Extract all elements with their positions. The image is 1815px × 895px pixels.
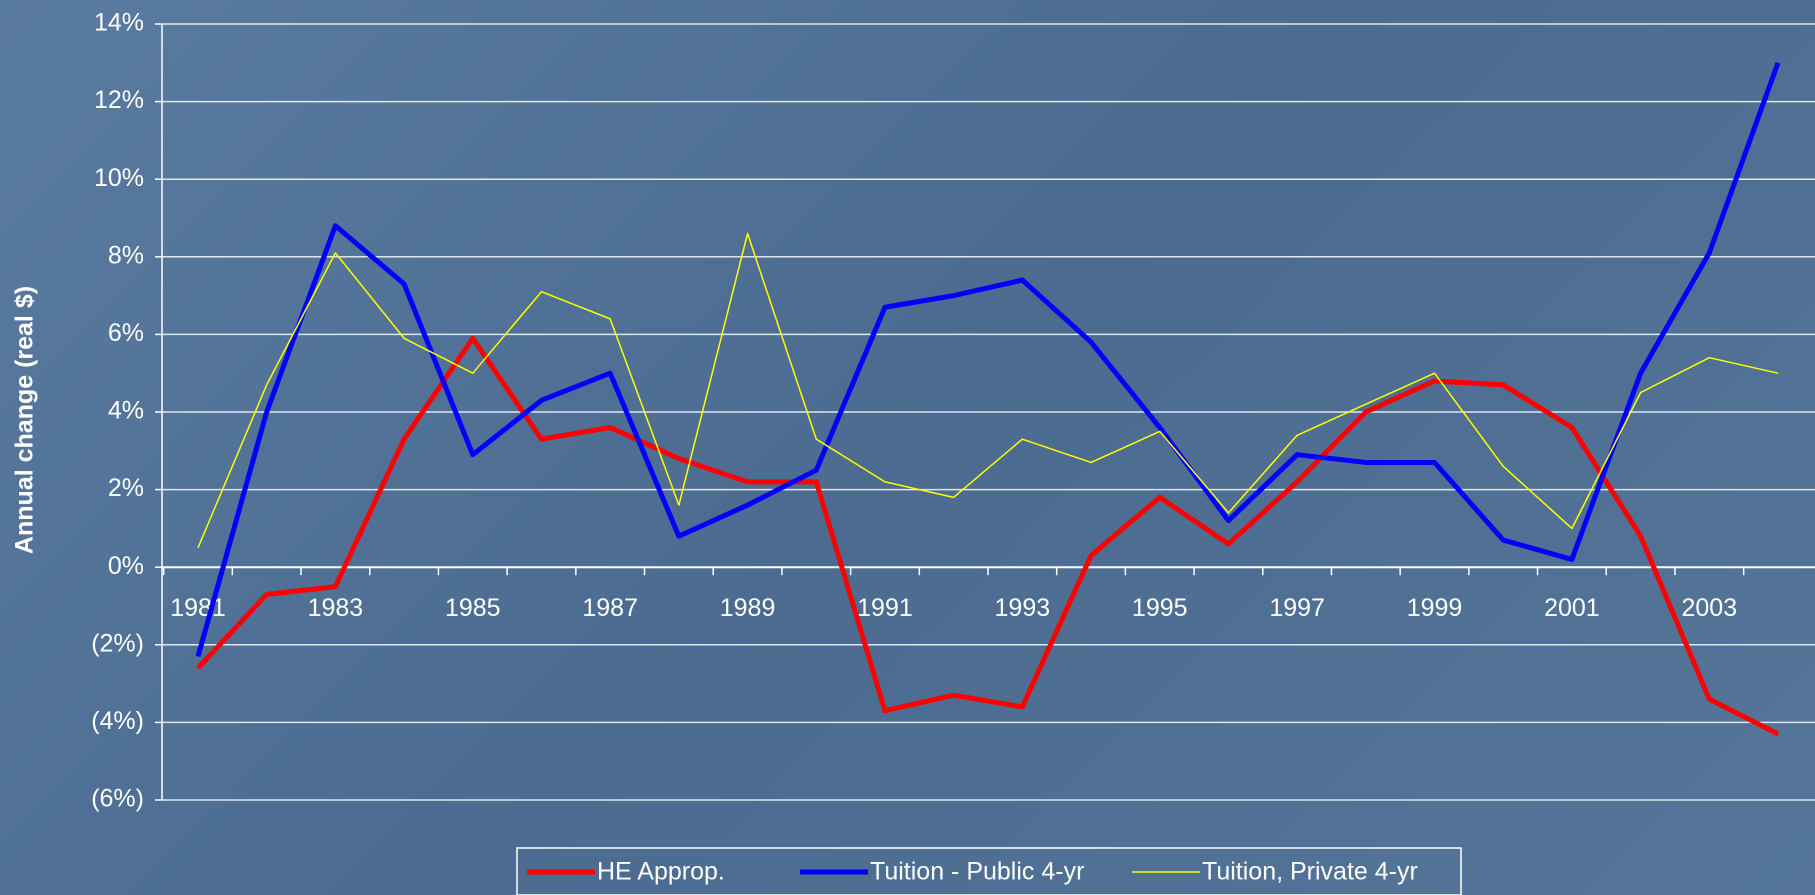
x-tick-label: 2001 — [1544, 594, 1600, 622]
x-tick-label: 1987 — [582, 594, 638, 622]
y-axis-label: Annual change (real $) — [11, 286, 39, 554]
x-tick-label: 1991 — [857, 594, 913, 622]
series-line — [195, 61, 1781, 658]
y-tick-label: 6% — [108, 319, 144, 347]
y-tick-label: (4%) — [91, 707, 144, 735]
x-tick-label: 1999 — [1407, 594, 1463, 622]
x-tick-label: 1981 — [170, 594, 226, 622]
y-tick-label: 4% — [108, 397, 144, 425]
y-tick-label: (6%) — [91, 785, 144, 813]
y-tick-label: 2% — [108, 474, 144, 502]
x-tick-label: 1995 — [1132, 594, 1188, 622]
x-tick-label: 1997 — [1269, 594, 1325, 622]
x-tick-label: 1993 — [995, 594, 1051, 622]
legend-label: Tuition, Private 4-yr — [1202, 858, 1418, 886]
x-tick-label: 2003 — [1681, 594, 1737, 622]
y-tick-label: 0% — [108, 552, 144, 580]
y-tick-label: 14% — [94, 9, 144, 37]
series-line — [196, 335, 1780, 737]
legend-label: Tuition - Public 4-yr — [870, 858, 1084, 886]
y-tick-label: 8% — [108, 241, 144, 269]
y-tick-label: 10% — [94, 164, 144, 192]
legend-label: HE Approp. — [597, 858, 725, 886]
y-tick-label: (2%) — [91, 629, 144, 657]
y-tick-label: 12% — [94, 86, 144, 114]
legend — [516, 847, 1462, 895]
x-tick-label: 1983 — [308, 594, 364, 622]
x-tick-label: 1989 — [720, 594, 776, 622]
series-line — [197, 232, 1779, 549]
x-tick-label: 1985 — [445, 594, 501, 622]
